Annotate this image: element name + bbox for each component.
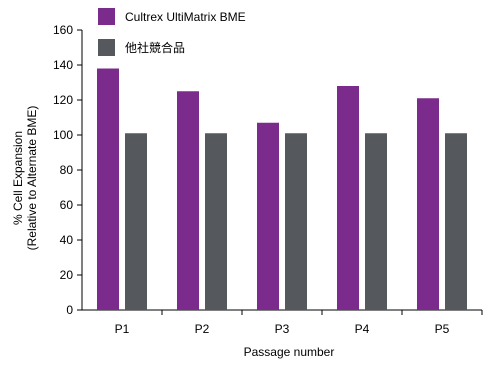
bar-series2-p2 <box>205 133 227 310</box>
y-tick-label: 80 <box>60 163 74 177</box>
y-axis: 0 20 40 60 80 100 120 140 160 <box>53 23 83 317</box>
y-tick-label: 100 <box>53 128 73 142</box>
bar-series1-p3 <box>257 122 279 310</box>
y-tick-label: 40 <box>60 233 74 247</box>
y-tick-label: 160 <box>53 23 73 37</box>
y-axis-title-line-1: % Cell Expansion <box>11 131 25 225</box>
y-tick-label: 60 <box>60 198 74 212</box>
x-axis-title: Passage number <box>244 345 335 359</box>
legend-label-1: Cultrex UltiMatrix BME <box>125 10 246 24</box>
bar-series2-p3 <box>285 133 307 310</box>
bar-series2-p5 <box>445 133 467 310</box>
x-axis: P1 P2 P3 P4 P5 <box>82 309 483 336</box>
x-tick-label-p3: P3 <box>275 322 290 336</box>
bar-series2-p1 <box>125 133 147 310</box>
x-tick-label-p2: P2 <box>195 322 210 336</box>
y-tick-label: 20 <box>60 268 74 282</box>
legend-label-2: 他社競合品 <box>125 40 185 55</box>
y-axis-title-line-2: (Relative to Alternate BME) <box>25 106 39 251</box>
y-tick-label: 0 <box>66 303 73 317</box>
bar-series2-p4 <box>365 133 387 310</box>
bar-series1-p1 <box>97 68 119 310</box>
x-tick-label-p5: P5 <box>435 322 450 336</box>
y-tick-label: 140 <box>53 58 73 72</box>
x-tick-label-p1: P1 <box>115 322 130 336</box>
bar-series1-p2 <box>177 91 199 310</box>
bars-group <box>97 68 467 310</box>
legend: Cultrex UltiMatrix BME 他社競合品 <box>98 8 246 56</box>
legend-swatch-1 <box>98 8 115 25</box>
legend-swatch-2 <box>98 39 115 56</box>
y-tick-label: 120 <box>53 93 73 107</box>
bar-series1-p4 <box>337 86 359 310</box>
bar-series1-p5 <box>417 98 439 310</box>
x-tick-label-p4: P4 <box>355 322 370 336</box>
